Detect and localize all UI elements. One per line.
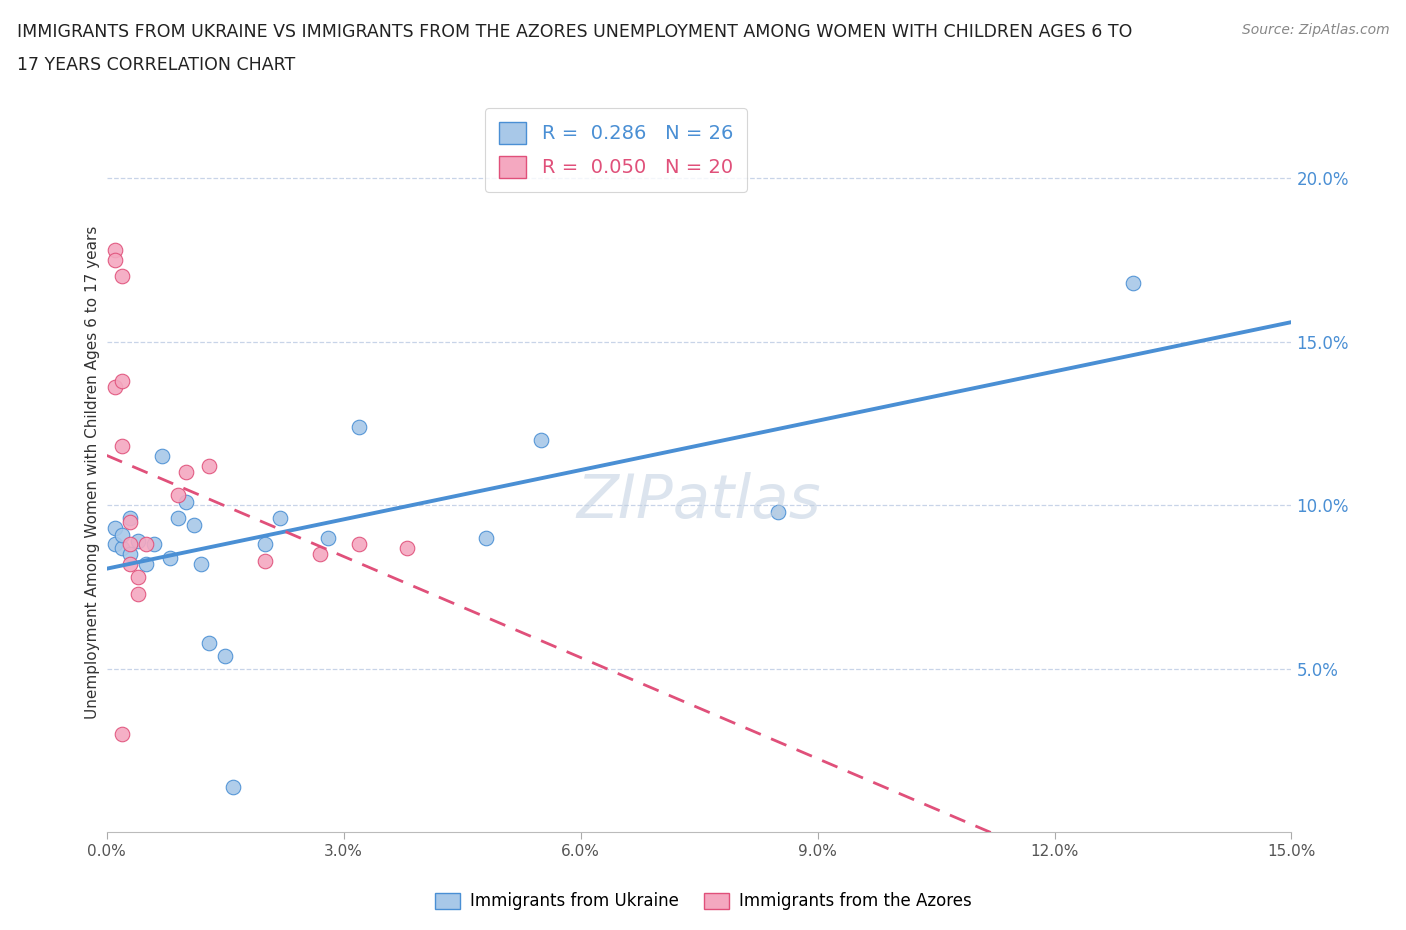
Point <box>174 465 197 480</box>
Point <box>120 537 142 551</box>
Point <box>111 540 134 555</box>
Point <box>316 530 339 545</box>
Text: Source: ZipAtlas.com: Source: ZipAtlas.com <box>1241 23 1389 37</box>
Point <box>174 495 197 510</box>
Point <box>766 504 789 519</box>
Point <box>198 458 221 473</box>
Point <box>253 537 276 551</box>
Point <box>214 648 236 663</box>
Point <box>111 727 134 742</box>
Point <box>269 511 291 525</box>
Point <box>135 557 157 572</box>
Point <box>127 570 149 585</box>
Point <box>111 269 134 284</box>
Point <box>127 586 149 601</box>
Point <box>349 419 371 434</box>
Legend: Immigrants from Ukraine, Immigrants from the Azores: Immigrants from Ukraine, Immigrants from… <box>427 885 979 917</box>
Point <box>183 517 205 532</box>
Point <box>349 537 371 551</box>
Point <box>309 547 332 562</box>
Point <box>190 557 212 572</box>
Point <box>159 551 181 565</box>
Point <box>222 779 245 794</box>
Point <box>111 527 134 542</box>
Point <box>166 488 188 503</box>
Point <box>253 553 276 568</box>
Point <box>395 540 418 555</box>
Point <box>1122 275 1144 290</box>
Point <box>166 511 188 525</box>
Point <box>475 530 498 545</box>
Point <box>103 252 125 267</box>
Point <box>135 537 157 551</box>
Point <box>127 534 149 549</box>
Text: 17 YEARS CORRELATION CHART: 17 YEARS CORRELATION CHART <box>17 56 295 73</box>
Text: IMMIGRANTS FROM UKRAINE VS IMMIGRANTS FROM THE AZORES UNEMPLOYMENT AMONG WOMEN W: IMMIGRANTS FROM UKRAINE VS IMMIGRANTS FR… <box>17 23 1132 41</box>
Point <box>120 547 142 562</box>
Point <box>120 514 142 529</box>
Point <box>103 521 125 536</box>
Point <box>198 635 221 650</box>
Legend: R =  0.286   N = 26, R =  0.050   N = 20: R = 0.286 N = 26, R = 0.050 N = 20 <box>485 108 747 192</box>
Point <box>150 448 173 463</box>
Point <box>103 537 125 551</box>
Point <box>530 432 553 447</box>
Point <box>120 511 142 525</box>
Point <box>143 537 166 551</box>
Text: ZIPatlas: ZIPatlas <box>576 472 821 531</box>
Point <box>120 557 142 572</box>
Y-axis label: Unemployment Among Women with Children Ages 6 to 17 years: Unemployment Among Women with Children A… <box>86 226 100 719</box>
Point <box>111 439 134 454</box>
Point <box>103 380 125 395</box>
Point <box>111 374 134 389</box>
Point <box>103 243 125 258</box>
